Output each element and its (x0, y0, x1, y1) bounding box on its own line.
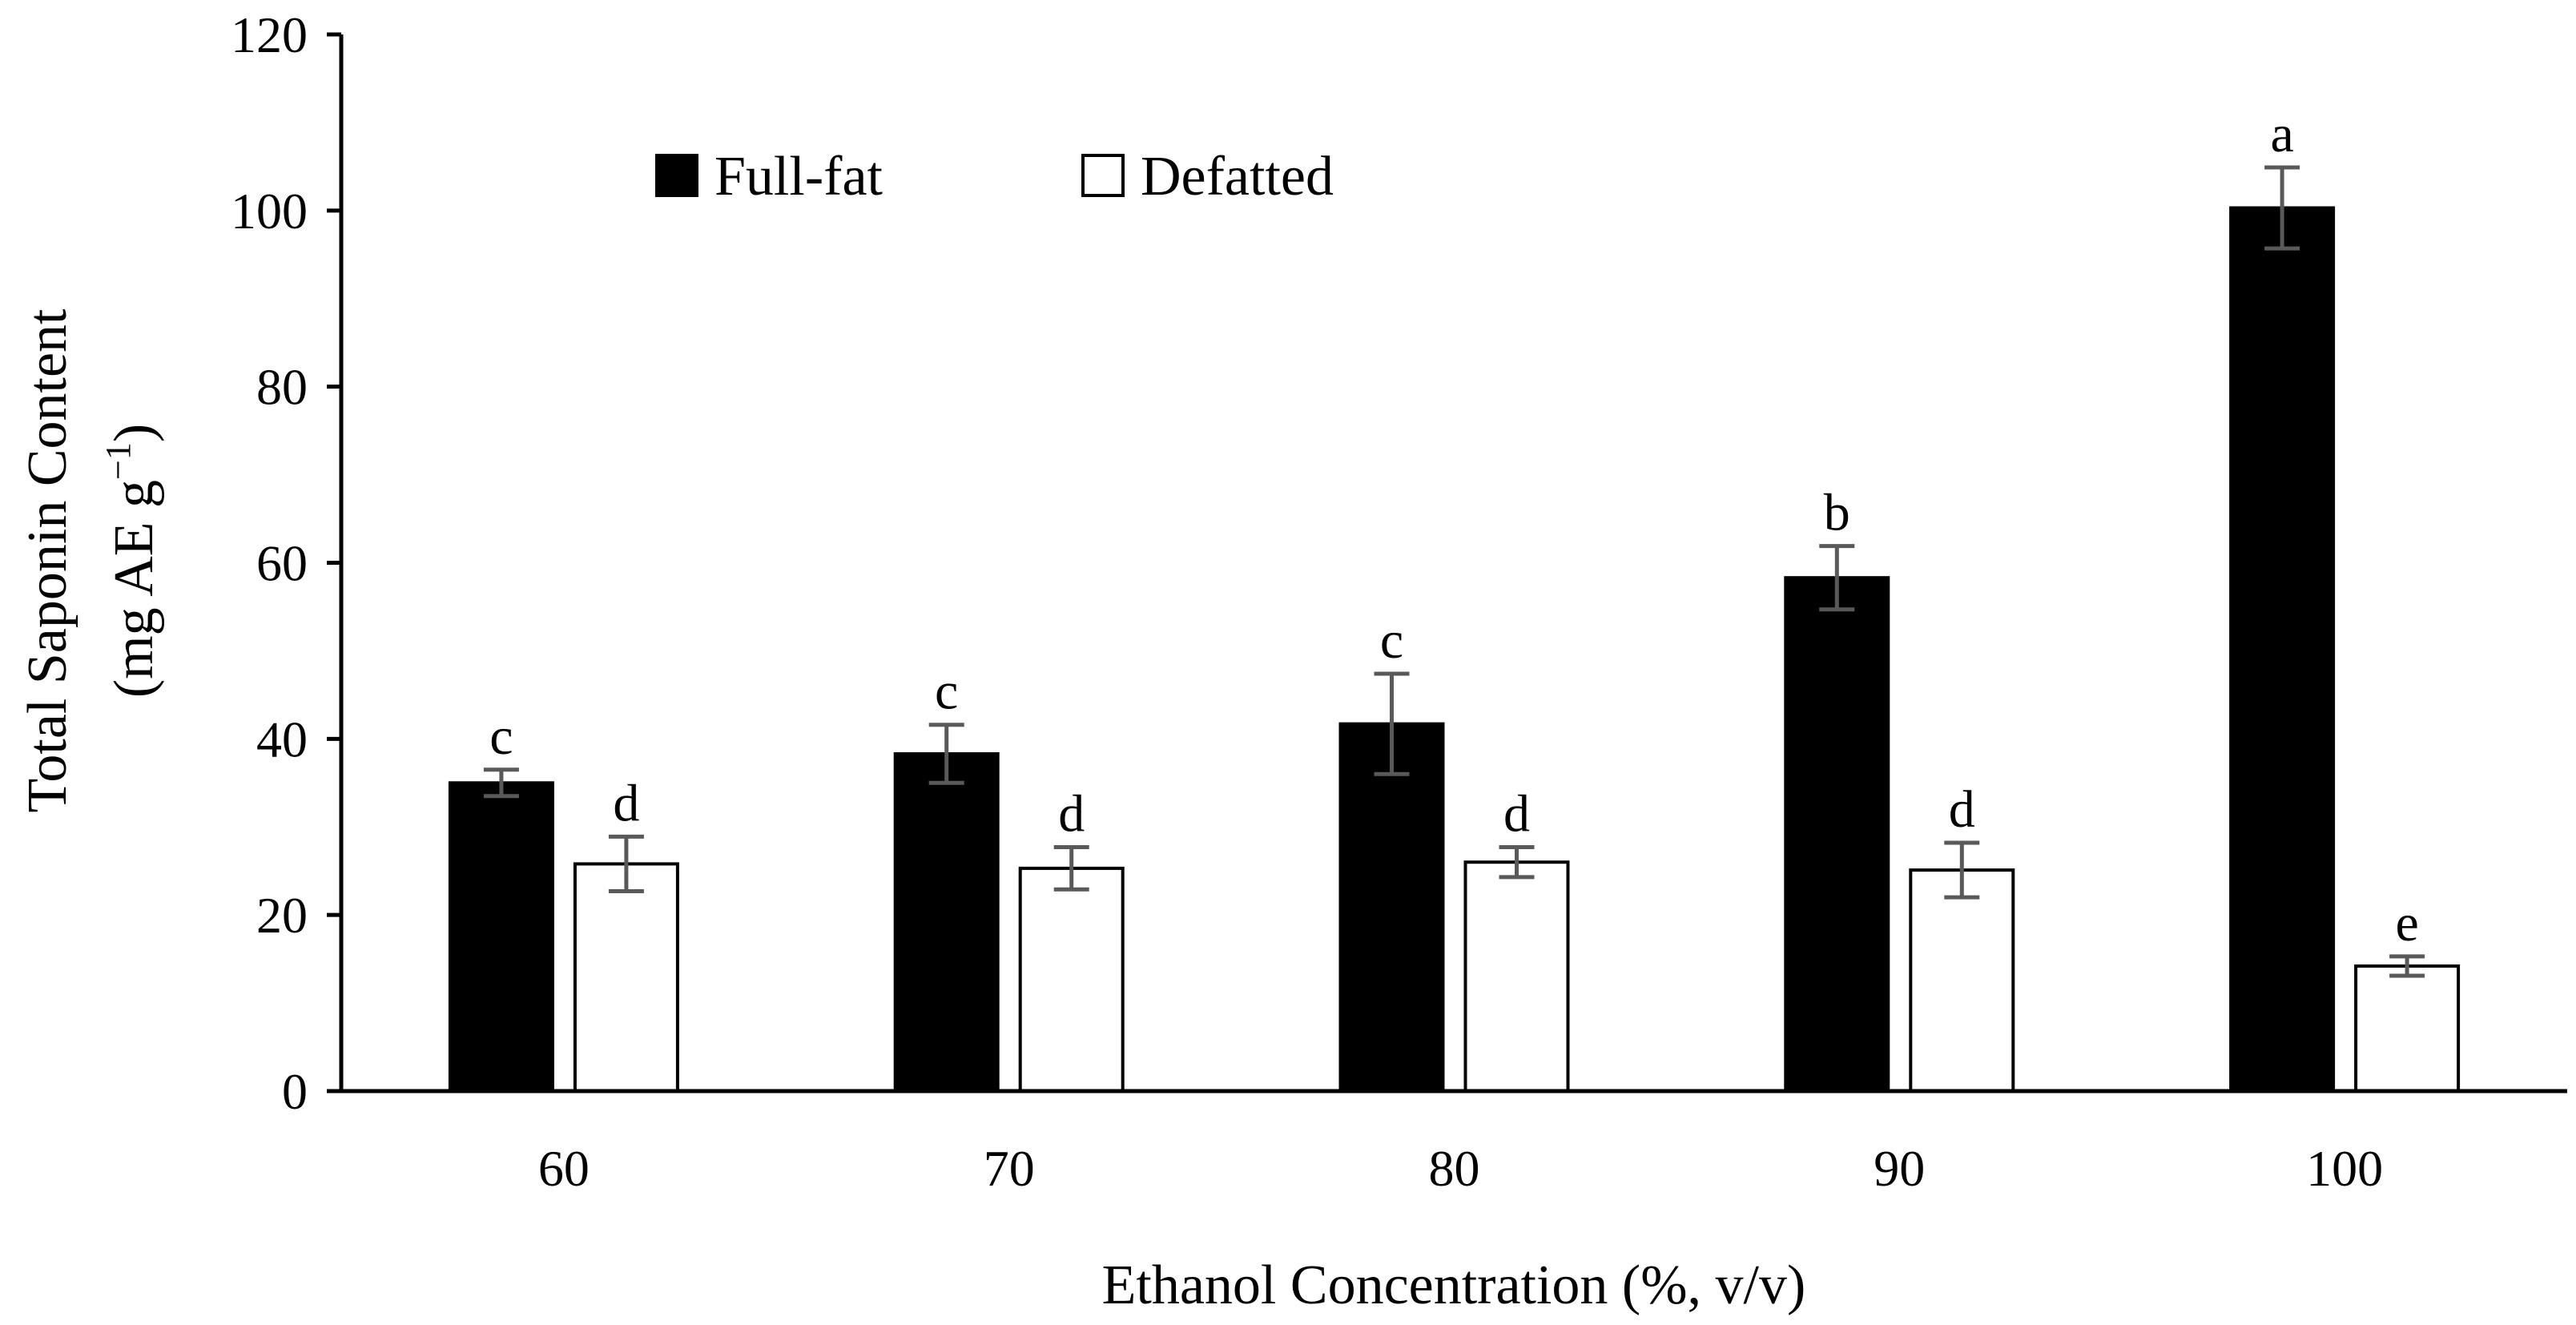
y-axis-unit: (mg AE g (103, 480, 165, 698)
y-axis-title-line1: Total Saponin Content (17, 308, 78, 812)
error-bars-layer (483, 165, 2425, 978)
bar-full-fat-100 (2229, 206, 2336, 1093)
legend: Full-fat Defatted (655, 146, 1334, 207)
y-axis-title: Total Saponin Content (mg AE g−1) (17, 308, 165, 812)
x-tick-label: 60 (538, 1140, 590, 1197)
y-tick-label: 0 (282, 1063, 308, 1120)
legend-swatch-defatted (1081, 154, 1125, 197)
bar-full-fat-60 (448, 781, 554, 1093)
bar-full-fat-80 (1338, 722, 1445, 1093)
y-tick-label: 20 (256, 887, 308, 944)
y-tick-label: 100 (231, 183, 308, 240)
bar-defatted-70 (1018, 866, 1125, 1093)
bar-defatted-100 (2354, 964, 2461, 1093)
x-tick-labels: 60 70 80 90 100 (538, 1140, 2383, 1197)
significance-label-full-fat-100: a (2270, 105, 2293, 163)
significance-labels-layer: c d c d c d b d a e (489, 105, 2418, 952)
significance-label-defatted-80: d (1503, 785, 1530, 844)
y-axis-unit-exponent: −1 (99, 442, 138, 480)
bar-defatted-60 (573, 862, 679, 1093)
x-tick-label: 90 (1874, 1140, 1925, 1197)
bar-defatted-90 (1909, 868, 2015, 1093)
significance-label-defatted-90: d (1949, 780, 1975, 839)
y-axis-unit-close: ) (103, 424, 165, 442)
legend-label-full-fat: Full-fat (714, 146, 883, 207)
significance-label-defatted-70: d (1058, 785, 1085, 844)
bar-full-fat-90 (1784, 576, 1890, 1093)
significance-label-full-fat-70: c (935, 662, 958, 721)
y-axis-title-line2: (mg AE g−1) (99, 424, 165, 698)
x-tick-label: 100 (2306, 1140, 2383, 1197)
y-tick-label: 120 (231, 6, 308, 63)
significance-label-defatted-60: d (613, 774, 639, 832)
significance-label-full-fat-90: b (1824, 484, 1850, 542)
significance-label-full-fat-80: c (1380, 611, 1403, 670)
bar-defatted-80 (1463, 860, 1570, 1093)
y-tick-label: 40 (256, 711, 308, 767)
y-tick-label: 80 (256, 359, 308, 416)
y-tick-label: 60 (256, 535, 308, 592)
significance-label-defatted-100: e (2395, 894, 2418, 952)
legend-label-defatted: Defatted (1141, 146, 1334, 207)
x-tick-label: 80 (1429, 1140, 1480, 1197)
bars-layer (448, 206, 2461, 1093)
legend-swatch-full-fat (655, 154, 698, 197)
x-axis-title: Ethanol Concentration (%, v/v) (1102, 1255, 1806, 1316)
bar-full-fat-70 (893, 752, 1000, 1093)
significance-label-full-fat-60: c (489, 707, 513, 766)
y-ticks: 0 20 40 60 80 100 120 (231, 6, 341, 1120)
x-tick-label: 70 (984, 1140, 1035, 1197)
